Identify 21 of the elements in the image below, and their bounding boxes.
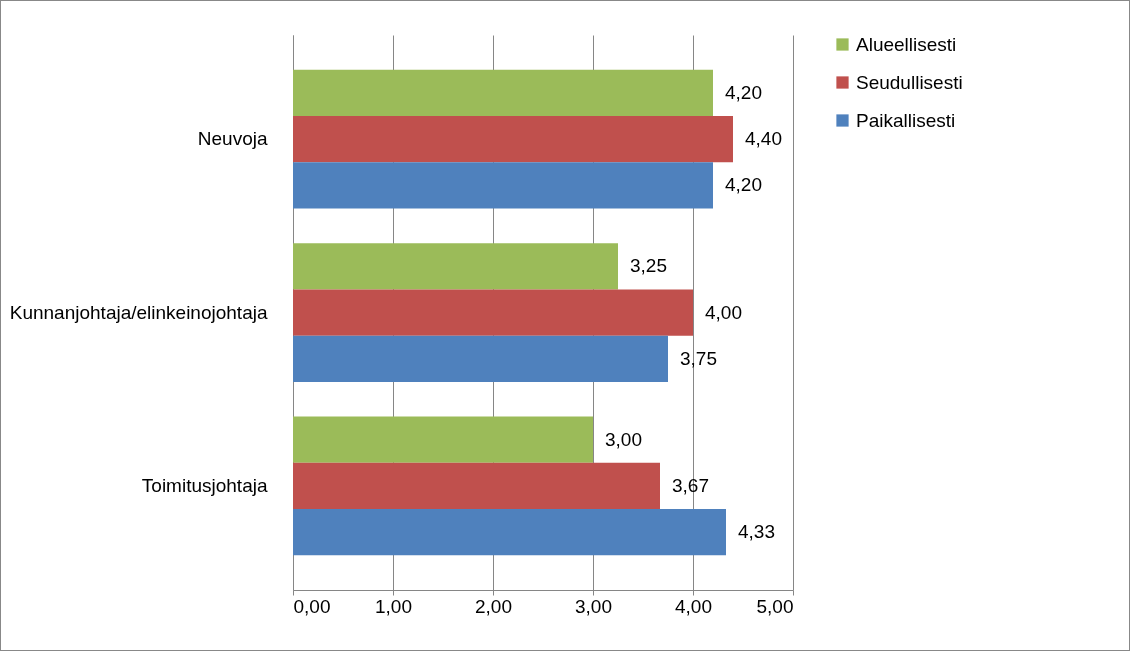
data-label: 3,00: [605, 428, 642, 450]
x-tick-label: 3,00: [575, 595, 612, 617]
legend-label: Seudullisesti: [856, 71, 963, 93]
data-label: 3,75: [680, 347, 717, 369]
data-label: 3,67: [672, 474, 709, 496]
legend-label: Alueellisesti: [856, 33, 957, 55]
legend-label: Paikallisesti: [856, 109, 956, 131]
y-tick-label: Kunnanjohtaja/elinkeinojohtaja: [9, 301, 268, 323]
data-label: 4,33: [738, 521, 775, 543]
x-tick-label: 2,00: [475, 595, 512, 617]
x-tick-label: 5,00: [756, 595, 794, 617]
y-tick-label: Neuvoja: [197, 128, 268, 150]
x-tick-label: 4,00: [675, 595, 712, 617]
data-label: 4,20: [725, 81, 762, 103]
x-tick-label: 0,00: [293, 595, 331, 617]
data-label: 4,20: [725, 174, 762, 196]
data-label: 3,25: [630, 255, 667, 277]
data-label: 4,00: [705, 301, 742, 323]
data-label: 4,40: [745, 128, 782, 150]
x-tick-label: 1,00: [375, 595, 412, 617]
y-tick-label: Toimitusjohtaja: [141, 474, 268, 496]
